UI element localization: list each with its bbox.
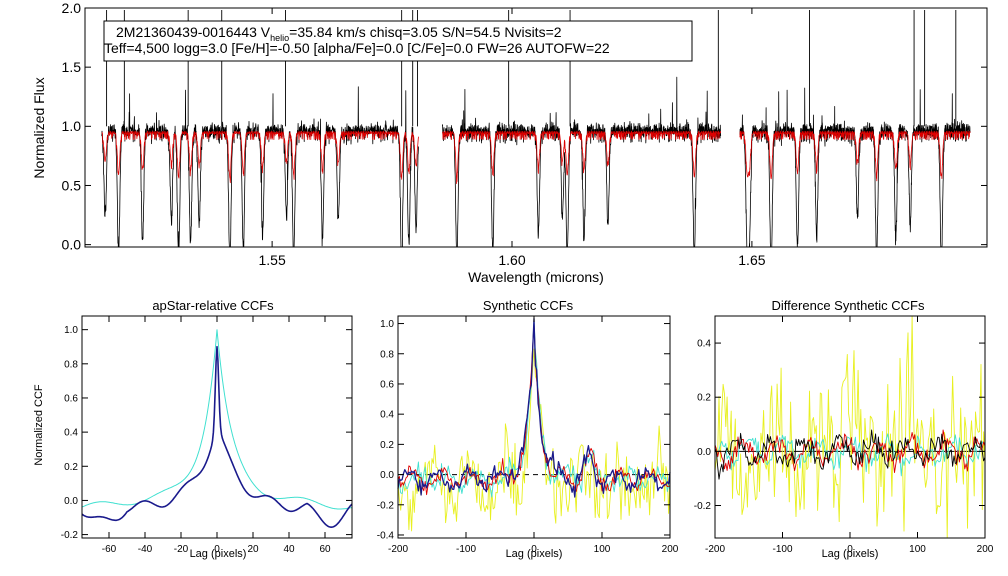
annotation-line1: 2M21360439-0016443 Vhelio=35.84 km/s chi… (116, 24, 562, 43)
apstar-ccf-x-tick-label: 0 (214, 544, 220, 555)
spectrum-y-tick-label: 1.0 (62, 118, 82, 134)
model-spectrum-line (442, 130, 722, 185)
apstar-ccf-x-tick-label: -60 (102, 544, 117, 555)
spectrum-y-tick-label: 1.5 (62, 59, 82, 75)
difference-ccf-x-tick-label: 200 (977, 544, 994, 555)
spectrum-ticks: 1.55 1.60 1.65 0.0 0.5 1.0 1.5 2.0 (62, 0, 987, 268)
apstar-ccf-x-tick-label: 60 (319, 544, 331, 555)
spectrum-x-axis-label: Wavelength (microns) (468, 269, 604, 285)
synthetic-ccf-y-tick-label: 0.8 (380, 349, 394, 360)
apstar-ccf-y-tick-label: -0.2 (61, 530, 79, 541)
apstar-ccf-x-tick-label: -20 (174, 544, 189, 555)
apstar-ccf-y-tick-label: 0.2 (64, 462, 78, 473)
synthetic-ccf-y-tick-label: 0.6 (380, 379, 394, 390)
synthetic-ccf-series (397, 317, 671, 532)
apstar-ccf-visit1-line (81, 329, 353, 510)
difference-ccf-cyan-line (714, 433, 986, 477)
difference-ccf-series (714, 315, 986, 539)
spectrum-plot-frame (84, 7, 988, 248)
synthetic-ccf-x-tick-label: -100 (456, 544, 476, 555)
difference-ccf-yellow-line (714, 315, 986, 539)
synthetic-ccf-y-tick-label: 1.0 (380, 319, 394, 330)
synthetic-ccf-y-tick-label: -0.4 (377, 530, 395, 541)
synthetic-ccf-y-tick-label: -0.2 (377, 500, 395, 511)
apstar-ccf-ticks: -60 -40 -20 0 20 40 60 -0.2 0.0 0.2 0.4 0.6 0.8 1.0 (61, 316, 352, 555)
spectrum-y-tick-label: 0.5 (62, 177, 82, 193)
observed-spectrum-line (101, 86, 419, 248)
difference-ccf-y-tick-label: -0.2 (694, 501, 712, 512)
difference-ccf-y-tick-label: 0.2 (697, 393, 711, 404)
annotation-line2: Teff=4,500 logg=3.0 [Fe/H]=-0.50 [alpha/… (104, 40, 610, 56)
synthetic-ccf-ticks: -200 -100 0 100 200 -0.4 -0.2 0.0 0.2 0.4 0.6 0.8 1.… (377, 316, 679, 555)
apstar-ccf-panel: apStar-relative CCFs -60 -40 -20 0 20 40 60 -0.… (33, 298, 353, 560)
apstar-ccf-title: apStar-relative CCFs (152, 298, 274, 313)
synthetic-ccf-y-tick-label: 0.4 (380, 410, 394, 421)
spectrum-y-axis-label: Normalized Flux (31, 77, 47, 178)
synthetic-ccf-x-tick-label: 100 (594, 544, 611, 555)
observed-spectrum-line (739, 87, 971, 248)
apstar-ccf-x-tick-label: 20 (247, 544, 259, 555)
spectrum-x-tick-label: 1.65 (738, 252, 765, 268)
difference-ccf-panel: Difference Synthetic CCFs -200 -100 0 100 20… (694, 298, 994, 560)
apstar-ccf-y-axis-label: Normalized CCF (33, 384, 45, 466)
synthetic-ccf-y-tick-label: 0.2 (380, 440, 394, 451)
spectrum-x-tick-label: 1.60 (498, 252, 525, 268)
synthetic-ccf-x-tick-label: -200 (388, 544, 408, 555)
apstar-ccf-x-tick-label: 40 (283, 544, 295, 555)
difference-ccf-x-axis-label: Lag (pixels) (822, 548, 879, 560)
synthetic-ccf-panel: Synthetic CCFs -200 -100 0 100 200 -0.4 -0.2 0.… (377, 298, 679, 560)
apstar-ccf-y-tick-label: 0.6 (64, 393, 78, 404)
apstar-ccf-series (81, 329, 353, 529)
synthetic-ccf-x-tick-label: 200 (662, 544, 679, 555)
difference-ccf-x-tick-label: -100 (772, 544, 792, 555)
observed-spectrum-line (442, 76, 722, 248)
difference-ccf-x-tick-label: 0 (847, 544, 853, 555)
apstar-ccf-x-axis-label: Lag (pixels) (190, 548, 247, 560)
spectrum-y-tick-label: 2.0 (62, 0, 82, 16)
difference-ccf-ticks: -200 -100 0 100 200 -0.2 0.0 0.2 0.4 (694, 316, 994, 555)
synthetic-ccf-yellow-line (397, 348, 671, 532)
spectrum-panel: 1.55 1.60 1.65 0.0 0.5 1.0 1.5 2.0 2M21360439-0… (31, 0, 988, 285)
apstar-ccf-y-tick-label: 1.0 (64, 325, 78, 336)
difference-ccf-black-line (714, 429, 986, 480)
apstar-ccf-x-tick-label: -40 (138, 544, 153, 555)
synthetic-ccf-x-axis-label: Lag (pixels) (506, 548, 563, 560)
apstar-ccf-visit2-line (81, 345, 353, 529)
difference-ccf-x-tick-label: -200 (705, 544, 725, 555)
difference-ccf-x-tick-label: 100 (909, 544, 926, 555)
apstar-ccf-y-tick-label: 0.4 (64, 428, 78, 439)
synthetic-ccf-y-tick-label: 0.0 (380, 470, 394, 481)
apstar-ccf-y-tick-label: 0.0 (64, 496, 78, 507)
spectrum-x-tick-label: 1.55 (258, 252, 285, 268)
synthetic-ccf-title: Synthetic CCFs (483, 298, 574, 313)
annotation-box (103, 20, 693, 62)
difference-ccf-title: Difference Synthetic CCFs (772, 298, 925, 313)
difference-ccf-y-tick-label: 0.0 (697, 447, 711, 458)
model-spectrum-line (101, 130, 419, 184)
model-spectrum-line (739, 130, 971, 182)
apstar-ccf-y-tick-label: 0.8 (64, 359, 78, 370)
synthetic-ccf-x-tick-label: 0 (531, 544, 537, 555)
difference-ccf-y-tick-label: 0.4 (697, 339, 711, 350)
spectrum-y-tick-label: 0.0 (62, 237, 82, 253)
